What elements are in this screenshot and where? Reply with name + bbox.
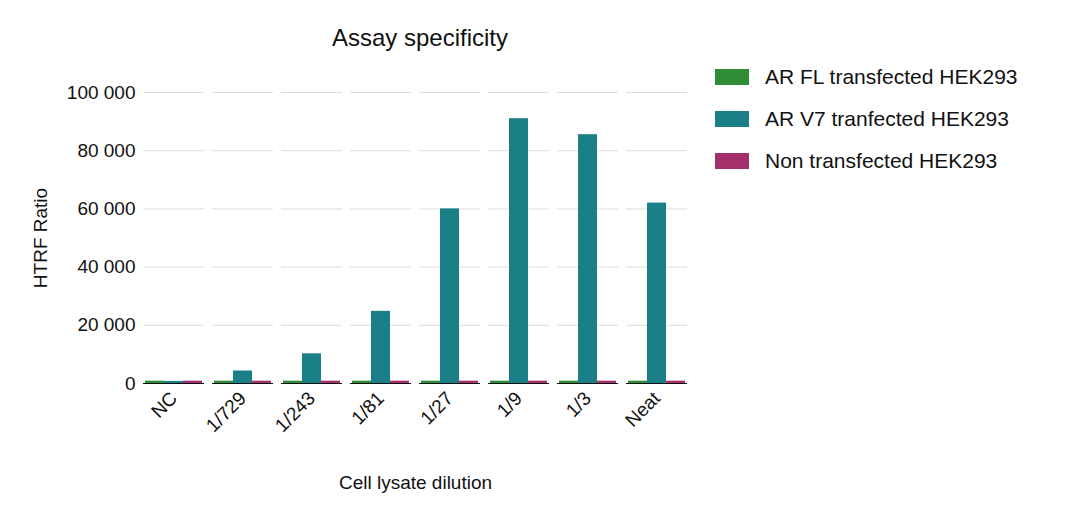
svg-text:1/27: 1/27 — [416, 388, 457, 429]
html-text:AR V7 tranfected HEK293: AR V7 tranfected HEK293 — [765, 107, 1009, 130]
svg-text:1/243: 1/243 — [271, 388, 319, 436]
html-text:AR FL transfected HEK293: AR FL transfected HEK293 — [765, 65, 1018, 88]
svg-text:1/729: 1/729 — [202, 388, 250, 436]
svg-text:Cell lysate dilution: Cell lysate dilution — [339, 472, 492, 493]
html-text:Assay specificity: Assay specificity — [332, 24, 508, 51]
svg-text:1/81: 1/81 — [347, 388, 388, 429]
html-text:Non transfected HEK293: Non transfected HEK293 — [765, 149, 998, 172]
svg-text:40 000: 40 000 — [77, 256, 135, 277]
svg-text:Neat: Neat — [621, 387, 665, 431]
svg-text:1/9: 1/9 — [493, 388, 527, 422]
svg-text:NC: NC — [147, 388, 181, 422]
svg-text:HTRF Ratio: HTRF Ratio — [30, 188, 51, 288]
svg-text:80 000: 80 000 — [77, 140, 135, 161]
svg-text:1/3: 1/3 — [562, 388, 596, 422]
svg-text:100 000: 100 000 — [67, 82, 136, 103]
svg-text:60 000: 60 000 — [77, 198, 135, 219]
svg-text:20 000: 20 000 — [77, 314, 135, 335]
svg-text:0: 0 — [125, 373, 136, 394]
